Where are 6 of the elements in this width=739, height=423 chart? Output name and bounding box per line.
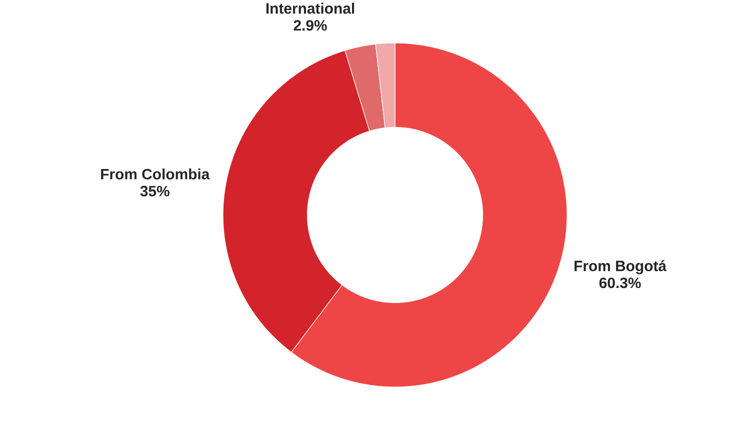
slice-label: From Bogotá: [574, 260, 667, 274]
slice-label: International: [266, 2, 354, 14]
slice-label: From Colombia: [101, 168, 210, 180]
data-label: 60.3%: [599, 278, 641, 288]
data-label: 35%: [140, 186, 170, 196]
data-label: 2.9%: [294, 20, 327, 31]
